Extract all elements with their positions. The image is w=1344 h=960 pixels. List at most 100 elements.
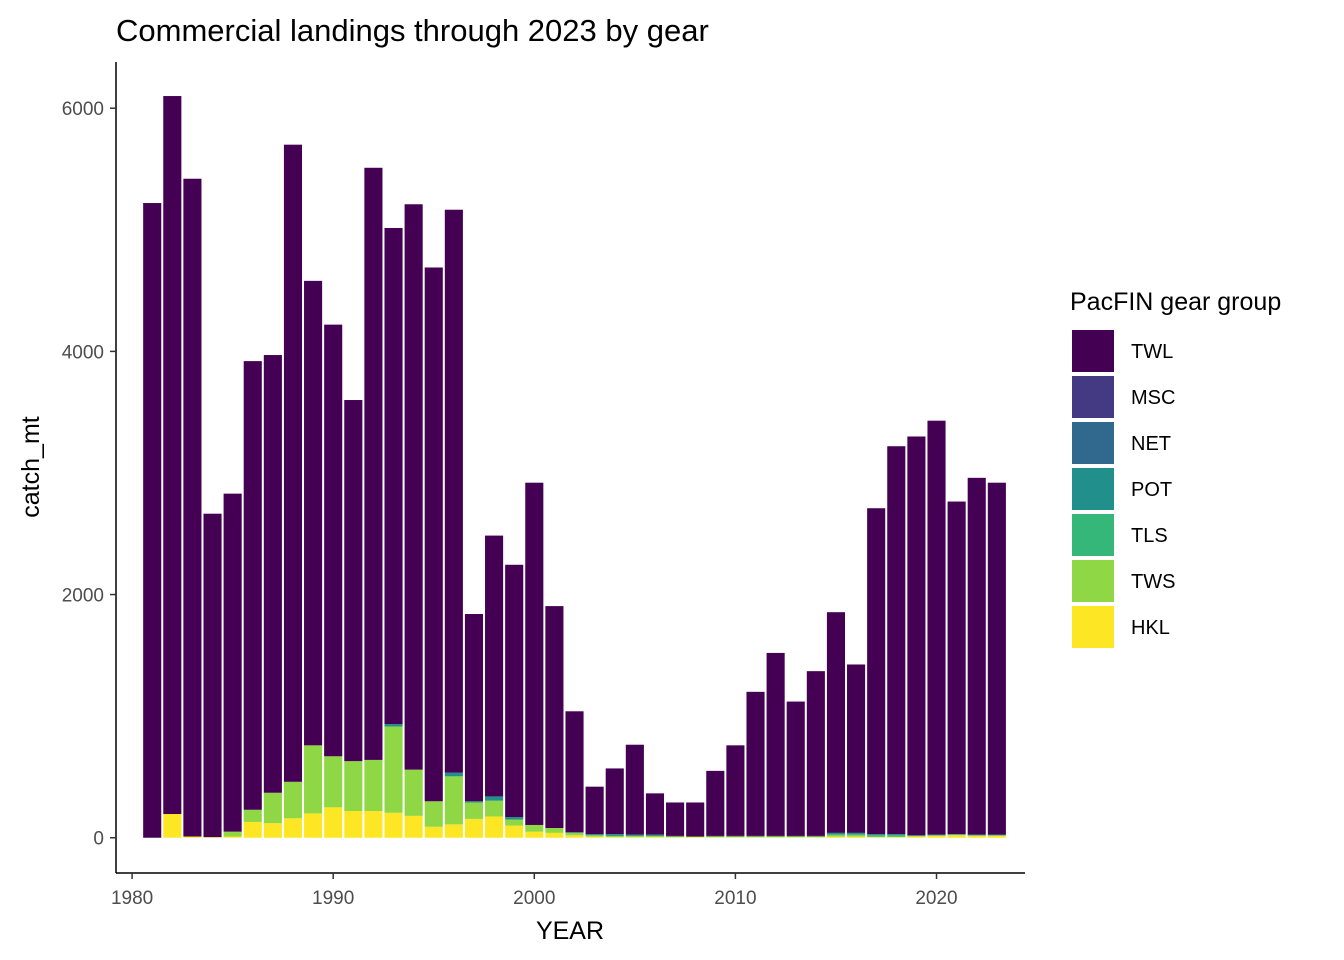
bar-twl-1987 [263, 355, 282, 793]
bar-twl-2013 [786, 701, 805, 836]
bar-twl-2021 [947, 501, 966, 835]
bar-hkl-1989 [304, 813, 323, 838]
bar-pot-2022 [967, 834, 986, 836]
bar-pot-2010 [726, 835, 745, 837]
bar-hkl-2002 [565, 835, 584, 838]
bar-twl-2014 [806, 671, 825, 836]
bar-hkl-2020 [927, 835, 946, 838]
bar-tws-1987 [263, 792, 282, 824]
bar-twl-2002 [565, 711, 584, 833]
bar-tws-2008 [686, 836, 705, 838]
bar-pot-2002 [565, 832, 584, 833]
bar-tws-2017 [867, 836, 886, 838]
bar-twl-2020 [927, 420, 946, 835]
bar-twl-1988 [283, 144, 303, 782]
bar-tws-2010 [726, 836, 745, 838]
bar-twl-1985 [223, 493, 242, 832]
bar-pot-2023 [987, 834, 1006, 836]
bar-pot-1997 [464, 801, 484, 803]
y-axis-ticks: 0 2000 4000 6000 [62, 99, 116, 850]
bar-pot-2012 [766, 835, 785, 837]
bar-hkl-2004 [605, 837, 624, 838]
bar-pot-2005 [625, 834, 644, 836]
bar-pot-2017 [867, 834, 886, 836]
bar-tws-1991 [344, 761, 363, 811]
x-tick-label: 2000 [513, 888, 555, 909]
bar-hkl-2006 [645, 837, 665, 838]
bar-hkl-2000 [525, 831, 544, 838]
bar-tws-2022 [967, 835, 986, 836]
bar-twl-2012 [766, 652, 785, 836]
legend-swatch-msc [1072, 376, 1114, 418]
bar-tws-2000 [525, 824, 544, 832]
y-axis-title: catch_mt [17, 416, 45, 517]
legend-swatch-tws [1072, 560, 1114, 602]
bar-pot-2015 [826, 832, 846, 835]
bar-hkl-2005 [625, 837, 644, 838]
bar-twl-1998 [485, 535, 504, 797]
bar-hkl-2015 [826, 836, 846, 838]
bar-tws-1989 [304, 745, 323, 814]
bar-twl-2004 [605, 768, 624, 835]
legend-label-hkl: HKL [1131, 617, 1170, 639]
bar-twl-1990 [324, 324, 343, 757]
legend-label-twl: TWL [1131, 341, 1173, 363]
bar-hkl-1998 [485, 816, 504, 838]
bar-twl-2008 [686, 802, 705, 837]
bar-twl-2019 [907, 436, 926, 836]
bar-tls-2017 [867, 835, 886, 837]
bar-tws-1997 [464, 802, 484, 819]
bar-hkl-1990 [324, 807, 343, 838]
bar-pot-1993 [384, 724, 403, 727]
bar-hkl-2008 [686, 837, 705, 838]
y-tick-label: 6000 [62, 99, 104, 120]
bar-pot-2020 [927, 834, 946, 836]
legend-swatch-twl [1072, 330, 1114, 372]
legend-swatch-hkl [1072, 606, 1114, 648]
bar-pot-2004 [605, 834, 624, 836]
legend-label-tls: TLS [1131, 525, 1168, 547]
legend-label-msc: MSC [1131, 387, 1175, 409]
bar-tws-2023 [987, 835, 1006, 836]
bar-hkl-1987 [263, 823, 282, 838]
bar-hkl-1999 [505, 825, 524, 838]
bar-hkl-2018 [887, 837, 906, 838]
bar-tws-2006 [645, 835, 665, 838]
bar-tws-1986 [243, 809, 262, 822]
bar-twl-2015 [826, 612, 846, 833]
legend: PacFIN gear group TWL MSC NET POT TLS TWS HKL [1070, 288, 1281, 648]
bar-tws-2013 [786, 836, 805, 838]
legend-swatch-tls [1072, 514, 1114, 556]
bar-hkl-1988 [283, 818, 303, 838]
bar-pot-1996 [444, 772, 463, 777]
bar-twl-2000 [525, 482, 544, 825]
bar-tws-1990 [324, 756, 343, 808]
bar-tws-2018 [887, 836, 906, 838]
bar-hkl-1991 [344, 810, 363, 838]
legend-swatch-net [1072, 422, 1114, 464]
bar-tws-2014 [806, 836, 825, 838]
bar-hkl-1986 [243, 821, 262, 838]
bar-pot-1999 [505, 817, 524, 820]
bar-pot-2021 [947, 834, 966, 835]
bar-hkl-1985 [223, 836, 242, 838]
bar-hkl-2021 [947, 835, 966, 838]
x-tick-label: 2020 [915, 888, 957, 909]
bar-pot-2014 [806, 835, 825, 837]
bar-tws-2001 [545, 828, 564, 833]
x-tick-label: 1980 [111, 888, 153, 909]
bar-hkl-2023 [987, 835, 1006, 838]
bar-twl-1999 [505, 564, 524, 818]
bar-pot-2018 [887, 834, 906, 836]
bar-tls-2016 [847, 834, 866, 836]
bar-twl-1994 [404, 204, 423, 770]
bar-twl-1991 [344, 400, 363, 762]
bar-twl-2010 [726, 745, 745, 836]
legend-label-tws: TWS [1131, 571, 1175, 593]
bar-tws-2004 [605, 835, 624, 838]
bar-twl-2018 [887, 446, 906, 835]
bar-twl-1996 [444, 209, 463, 773]
bar-hkl-1983 [183, 836, 202, 838]
x-tick-label: 1990 [312, 888, 354, 909]
bar-hkl-2003 [585, 836, 604, 838]
